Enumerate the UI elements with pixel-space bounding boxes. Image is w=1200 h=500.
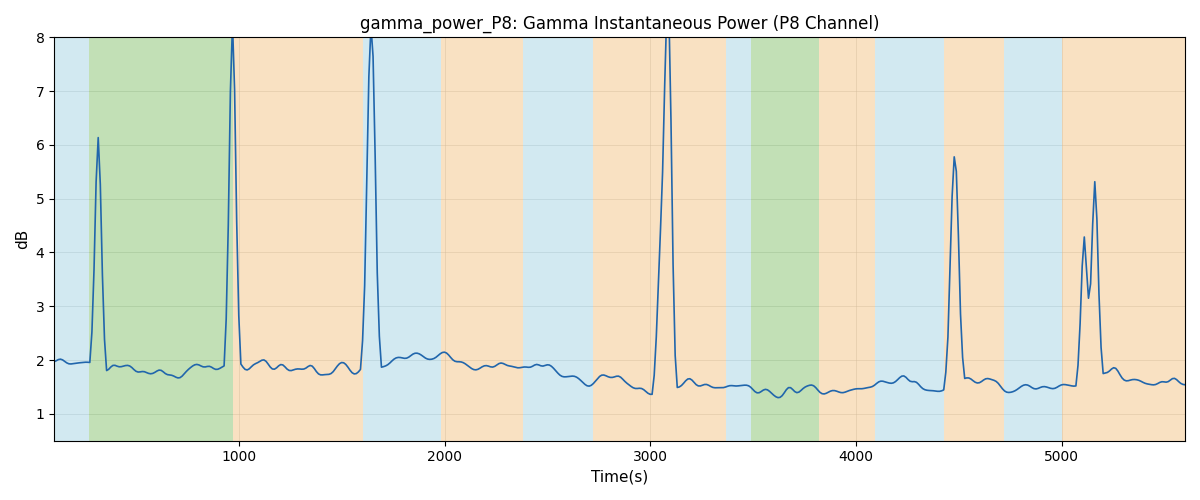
Bar <box>593 38 726 440</box>
Bar <box>89 38 233 440</box>
X-axis label: Time(s): Time(s) <box>590 470 648 485</box>
Title: gamma_power_P8: Gamma Instantaneous Power (P8 Channel): gamma_power_P8: Gamma Instantaneous Powe… <box>360 15 880 34</box>
Bar <box>440 38 523 440</box>
Bar <box>820 38 875 440</box>
Bar <box>944 38 1004 440</box>
Bar <box>54 38 89 440</box>
Bar <box>751 38 820 440</box>
Bar <box>1062 38 1184 440</box>
Bar <box>726 38 751 440</box>
Bar <box>523 38 593 440</box>
Y-axis label: dB: dB <box>16 229 30 249</box>
Bar <box>362 38 440 440</box>
Bar <box>233 38 362 440</box>
Bar <box>1004 38 1062 440</box>
Bar <box>875 38 944 440</box>
